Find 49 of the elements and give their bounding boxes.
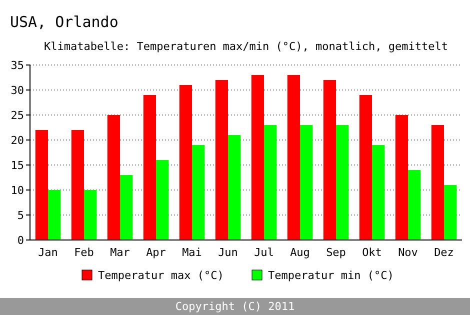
bar [84,190,97,240]
bar [120,175,133,240]
bar [107,115,120,240]
x-tick-label: Jul [254,246,274,259]
x-tick-label: Nov [398,246,418,259]
x-tick-label: Mar [110,246,130,259]
x-tick-label: Feb [74,246,94,259]
y-tick-label: 30 [10,84,24,97]
bar [35,130,48,240]
x-tick-label: Jun [218,246,238,259]
bar [215,80,228,240]
bar [228,135,241,240]
bar [408,170,421,240]
x-tick-label: Sep [326,246,346,259]
y-tick-label: 10 [10,184,24,197]
bar [48,190,61,240]
bar [156,160,169,240]
bar [323,80,336,240]
bar [300,125,313,240]
bar [251,75,264,240]
text: Copyright (C) 2011 [175,300,295,313]
y-tick-label: 5 [17,208,24,222]
chart-subtitle: Klimatabelle: Temperaturen max/min (°C), monatlich, gemittelt [44,40,448,53]
bar [359,95,372,240]
x-tick-label: Dez [434,246,454,259]
x-tick-label: Apr [146,246,166,259]
bar [264,125,277,240]
x-tick-label: Jan [38,246,58,259]
bar [395,115,408,240]
bar [431,125,444,240]
chart-title: USA, Orlando [10,13,118,31]
bar [179,85,192,240]
y-tick-label: 0 [17,234,24,247]
legend-label: Temperatur min (°C) [268,268,394,282]
bar [336,125,349,240]
legend-label: Temperatur max (°C) [98,268,224,282]
bar [192,145,205,240]
bar [372,145,385,240]
y-tick-label: 15 [10,158,24,172]
x-tick-label: Mai [182,246,202,259]
y-tick-label: 35 [10,58,24,72]
bar [143,95,156,240]
bar [287,75,300,240]
x-tick-label: Okt [362,246,382,259]
bar [71,130,84,240]
bar [444,185,457,240]
x-tick-label: Aug [290,246,310,259]
y-tick-label: 25 [10,108,24,122]
y-tick-label: 20 [10,134,24,147]
